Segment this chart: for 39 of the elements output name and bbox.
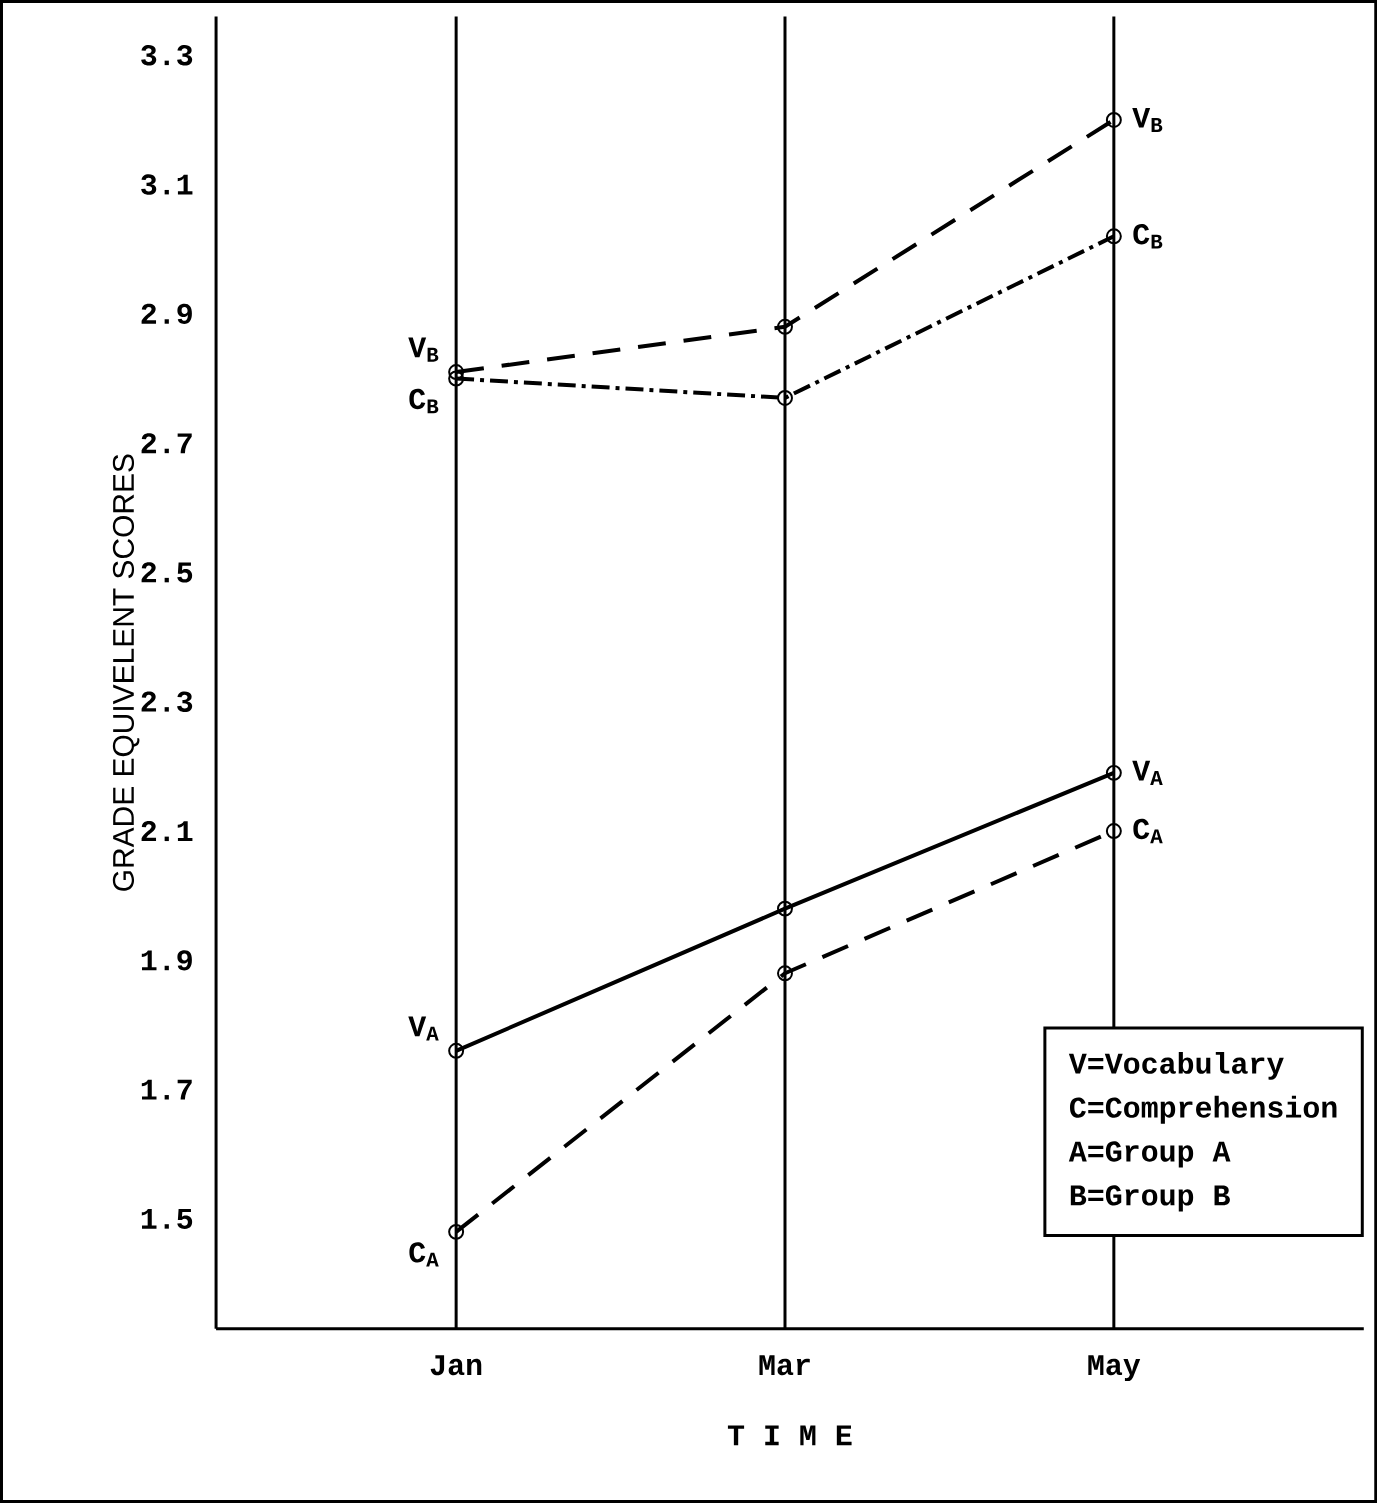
point [776,965,793,982]
y-tick-label: 2.9 [141,303,192,324]
point [776,900,793,917]
y-tick-label: 2.5 [141,562,193,583]
series-label: V$_{A}$ [1132,760,1163,785]
point [1105,764,1122,781]
y-tick-label: 1.9 [141,950,192,971]
x-tick-label: Jan [430,1355,482,1376]
annotation: C=Comprehension [1069,1095,1337,1124]
point [776,389,793,406]
y-tick-label: 3.3 [141,45,193,66]
y-tick-label: 2.3 [141,691,193,712]
point [1105,823,1122,840]
series-label: C$_{B}$ [1133,224,1163,249]
point [776,318,793,335]
y-tick-label: 2.7 [141,433,192,454]
annotation: A=Group A [1068,1141,1231,1168]
point [1105,111,1122,128]
text: V$_{B}$ [408,337,439,362]
point [448,1223,465,1240]
point [1105,228,1122,245]
x-axis-title: T I M E [727,1425,852,1446]
y-axis-title: GRADE EQUIVELENT SCORES [112,454,140,891]
text: C$_{A}$ [409,1242,439,1267]
x-tick-label: May [1088,1355,1141,1382]
x-tick-label: Mar [759,1355,810,1376]
annotation: B=Group B [1070,1185,1230,1212]
y-tick-label: 2.1 [141,821,193,842]
text: V$_{A}$ [408,1016,439,1041]
point [448,1042,465,1059]
point [448,370,465,387]
series-label: V$_{B}$ [1132,107,1163,132]
y-tick-label: 1.5 [141,1208,193,1229]
point [448,364,465,381]
y-tick-label: 3.1 [141,174,193,195]
y-tick-label: 1.7 [141,1079,192,1100]
series-label: C$_{A}$ [1133,818,1163,844]
text: C$_{B}$ [409,388,439,414]
annotation: V=Vocabulary [1068,1051,1284,1080]
